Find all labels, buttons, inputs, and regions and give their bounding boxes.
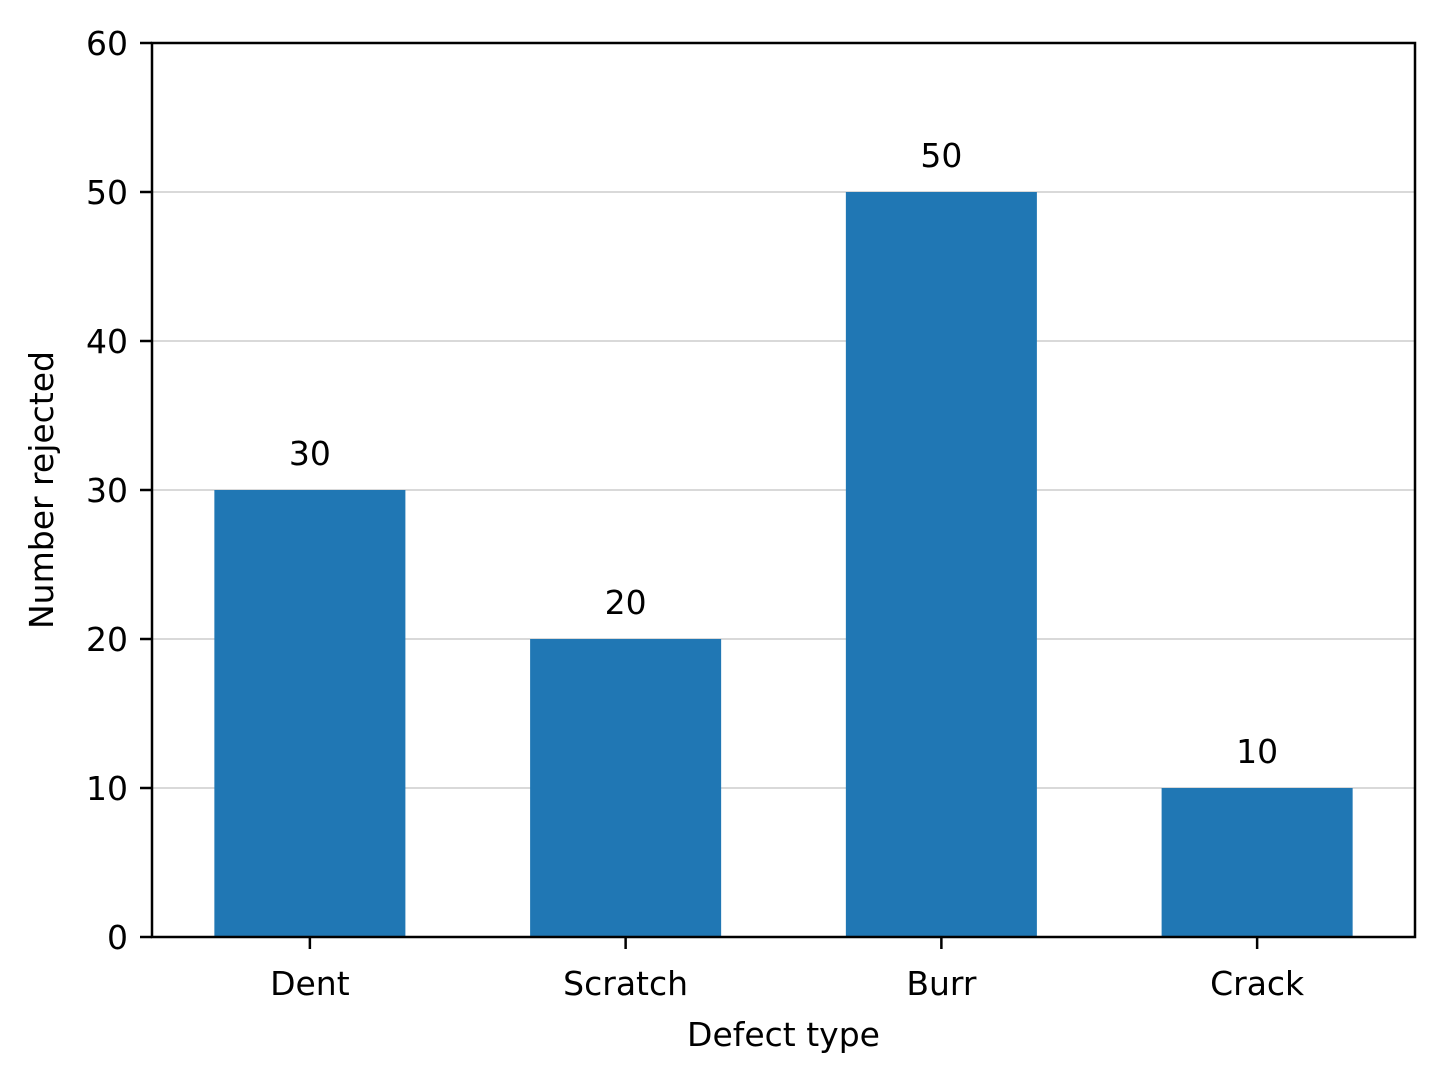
y-tick-label: 10 <box>86 769 128 808</box>
x-tick-label: Crack <box>1210 964 1305 1003</box>
y-tick-label: 60 <box>86 24 128 63</box>
data-label-crack: 10 <box>1236 732 1278 771</box>
y-tick-label: 30 <box>86 471 128 510</box>
y-tick-label: 0 <box>107 918 128 957</box>
y-axis-label: Number rejected <box>22 351 61 629</box>
x-tick-label: Dent <box>270 964 350 1003</box>
y-tick-label: 40 <box>86 322 128 361</box>
x-axis-label: Defect type <box>687 1015 880 1054</box>
x-tick-label: Scratch <box>563 964 688 1003</box>
data-label-burr: 50 <box>920 136 962 175</box>
bar-dent <box>214 490 406 937</box>
data-label-dent: 30 <box>289 434 331 473</box>
data-labels: 30 20 50 10 <box>289 136 1278 771</box>
data-label-scratch: 20 <box>605 583 647 622</box>
bars <box>214 192 1353 937</box>
x-tick-label: Burr <box>906 964 977 1003</box>
bar-burr <box>845 192 1037 937</box>
bar-scratch <box>530 639 722 937</box>
y-tick-label: 50 <box>86 173 128 212</box>
y-tick-label: 20 <box>86 620 128 659</box>
x-axis-ticks: Dent Scratch Burr Crack <box>270 937 1305 1003</box>
bar-crack <box>1161 788 1353 937</box>
y-axis-ticks: 0 10 20 30 40 50 60 <box>86 24 152 957</box>
